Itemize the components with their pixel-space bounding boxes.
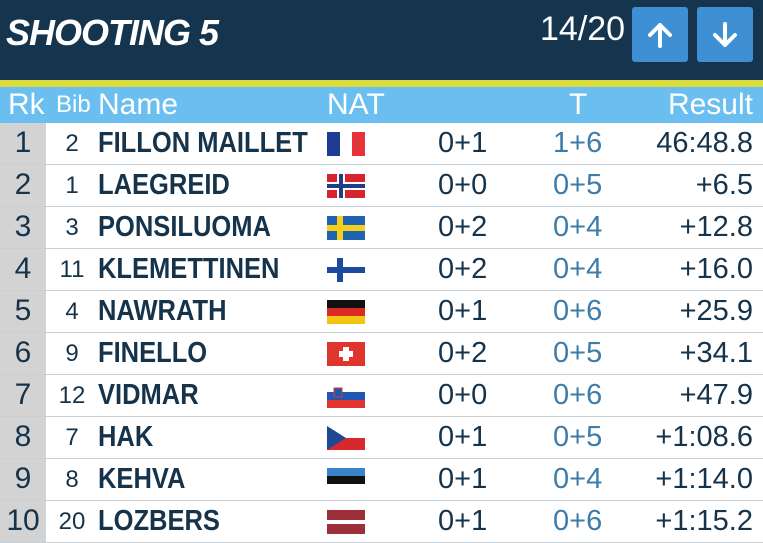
shooting-misses: 0+1 (438, 421, 488, 453)
table-row[interactable]: 2 1 LAEGREID 0+0 0+5 +6.5 (0, 165, 763, 207)
bib-cell: 7 (65, 424, 79, 451)
shooting-misses: 0+1 (438, 505, 488, 537)
arrow-down-icon (713, 21, 737, 47)
table-row[interactable]: 5 4 NAWRATH 0+1 0+6 +25.9 (0, 291, 763, 333)
rank-cell: 10 (0, 501, 46, 542)
bib-cell: 8 (65, 466, 79, 493)
table-row[interactable]: 3 3 PONSILUOMA 0+2 0+4 +12.8 (0, 207, 763, 249)
shooting-misses: 0+2 (438, 211, 488, 243)
shooting-misses: 0+0 (438, 379, 488, 411)
result-time: +6.5 (695, 169, 753, 201)
total-misses: 0+4 (553, 463, 603, 495)
total-misses: 0+6 (553, 295, 603, 327)
total-misses: 0+4 (553, 253, 603, 285)
nation-flag-icon (327, 384, 365, 408)
table-row[interactable]: 4 11 KLEMETTINEN 0+2 0+4 +16.0 (0, 249, 763, 291)
bib-cell: 4 (65, 298, 79, 325)
next-button[interactable] (697, 7, 753, 62)
athlete-name: KLEMETTINEN (98, 253, 280, 285)
result-time: 46:48.8 (656, 127, 753, 159)
result-time: +1:08.6 (655, 421, 753, 453)
result-time: +1:14.0 (655, 463, 753, 495)
rank-cell: 9 (0, 459, 46, 500)
table-row[interactable]: 9 8 KEHVA 0+1 0+4 +1:14.0 (0, 459, 763, 501)
rank-cell: 2 (0, 165, 46, 206)
shooting-misses: 0+1 (438, 127, 488, 159)
column-header-result: Result (667, 88, 753, 121)
result-time: +1:15.2 (655, 505, 753, 537)
table-row[interactable]: 6 9 FINELLO 0+2 0+5 +34.1 (0, 333, 763, 375)
shooting-misses: 0+2 (438, 337, 488, 369)
rank-cell: 4 (0, 249, 46, 290)
total-misses: 0+6 (553, 379, 603, 411)
bib-cell: 3 (65, 214, 79, 241)
column-header-nat: NAT (327, 88, 385, 121)
accent-stripe (0, 80, 763, 87)
result-time: +34.1 (679, 337, 753, 369)
total-misses: 0+5 (553, 421, 603, 453)
result-time: +16.0 (679, 253, 753, 285)
bib-cell: 20 (58, 508, 86, 535)
athlete-name: VIDMAR (98, 379, 199, 411)
rank-cell: 1 (0, 123, 46, 164)
total-misses: 0+6 (553, 505, 603, 537)
previous-button[interactable] (632, 7, 688, 62)
athlete-name: HAK (98, 421, 154, 453)
result-time: +47.9 (679, 379, 753, 411)
page-indicator: 14/20 (540, 10, 626, 48)
rank-cell: 3 (0, 207, 46, 248)
nation-flag-icon (327, 132, 365, 156)
column-header-name: Name (98, 88, 179, 121)
nation-flag-icon (327, 468, 365, 492)
bib-cell: 1 (65, 172, 79, 199)
column-header-t: T (569, 88, 588, 121)
result-time: +25.9 (679, 295, 753, 327)
table-row[interactable]: 1 2 FILLON MAILLET 0+1 1+6 46:48.8 (0, 123, 763, 165)
nation-flag-icon (327, 258, 365, 282)
arrow-up-icon (648, 22, 672, 48)
athlete-name: LOZBERS (98, 505, 220, 537)
athlete-name: FINELLO (98, 337, 208, 369)
athlete-name: NAWRATH (98, 295, 227, 327)
rank-cell: 5 (0, 291, 46, 332)
bib-cell: 12 (58, 382, 86, 409)
shooting-misses: 0+2 (438, 253, 488, 285)
athlete-name: KEHVA (98, 463, 186, 495)
athlete-name: FILLON MAILLET (98, 127, 308, 159)
nation-flag-icon (327, 342, 365, 366)
total-misses: 0+5 (553, 169, 603, 201)
page-title: SHOOTING 5 (6, 12, 219, 53)
athlete-name: LAEGREID (98, 169, 230, 201)
table-header: Rk Bib Name NAT T Result (0, 87, 763, 123)
athlete-name: PONSILUOMA (98, 211, 271, 243)
top-bar: SHOOTING 5 14/20 (0, 0, 763, 80)
bib-cell: 9 (65, 340, 79, 367)
total-misses: 1+6 (553, 127, 603, 159)
rank-cell: 8 (0, 417, 46, 458)
nation-flag-icon (327, 510, 365, 534)
table-row[interactable]: 8 7 HAK 0+1 0+5 +1:08.6 (0, 417, 763, 459)
bib-cell: 2 (65, 130, 79, 157)
shooting-misses: 0+1 (438, 295, 488, 327)
rank-cell: 6 (0, 333, 46, 374)
nation-flag-icon (327, 300, 365, 324)
table-row[interactable]: 7 12 VIDMAR 0+0 0+6 +47.9 (0, 375, 763, 417)
nation-flag-icon (327, 216, 365, 240)
column-header-rk: Rk (8, 88, 45, 121)
bib-cell: 11 (59, 256, 85, 283)
total-misses: 0+4 (553, 211, 603, 243)
table-row[interactable]: 10 20 LOZBERS 0+1 0+6 +1:15.2 (0, 501, 763, 543)
rank-cell: 7 (0, 375, 46, 416)
shooting-misses: 0+1 (438, 463, 488, 495)
total-misses: 0+5 (553, 337, 603, 369)
column-header-bib: Bib (56, 91, 91, 118)
nation-flag-icon (327, 426, 365, 450)
nation-flag-icon (327, 174, 365, 198)
shooting-misses: 0+0 (438, 169, 488, 201)
result-time: +12.8 (679, 211, 753, 243)
